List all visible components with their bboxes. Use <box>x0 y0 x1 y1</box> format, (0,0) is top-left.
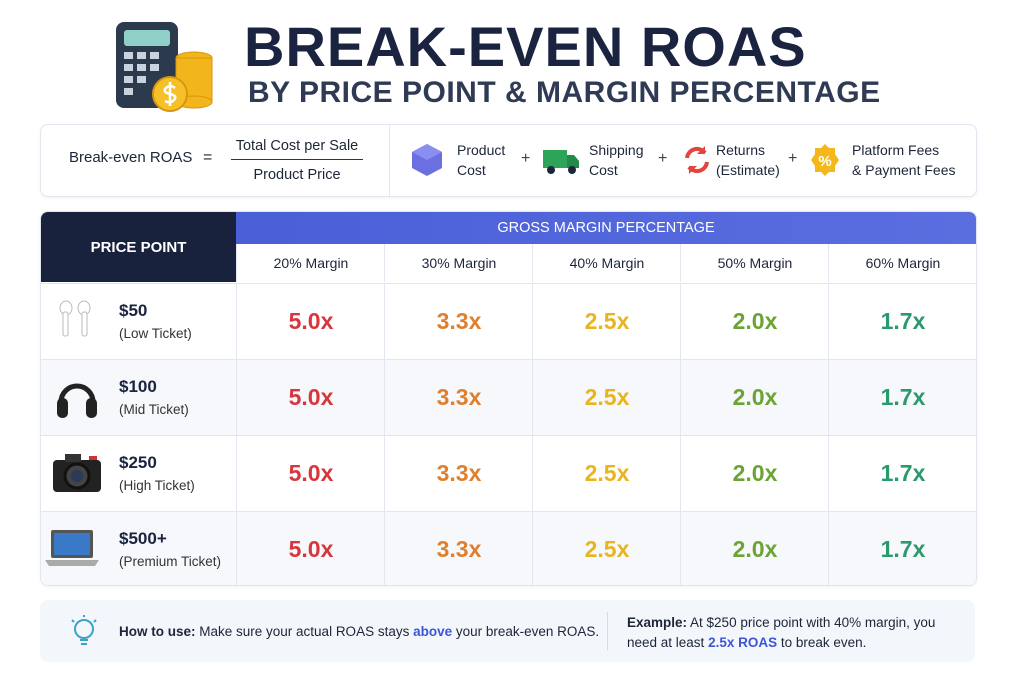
row-background <box>41 511 976 585</box>
roas-value: 1.7x <box>828 359 976 435</box>
component-line: & Payment Fees <box>852 162 956 178</box>
example-text: to break even. <box>777 635 867 650</box>
roas-value: 2.5x <box>532 511 681 585</box>
operator: + <box>521 150 531 167</box>
price: $100 <box>119 377 157 396</box>
denominator: Product Price <box>253 167 341 183</box>
formula-label: Break-even ROAS <box>69 149 193 166</box>
example-text: At $250 price point with 40% margin, you… <box>627 615 936 650</box>
roas-value: 5.0x <box>236 511 385 585</box>
row-background <box>41 435 976 511</box>
operator: + <box>788 150 798 167</box>
price: $250 <box>119 453 157 472</box>
table: PRICE POINT GROSS MARGIN PERCENTAGE 20% … <box>40 211 977 586</box>
row-background <box>41 359 976 435</box>
divider <box>389 125 390 196</box>
product-icon <box>43 526 101 575</box>
product-icon <box>55 374 99 425</box>
component-line: Cost <box>457 162 486 178</box>
component-label: Shipping Cost <box>589 140 644 180</box>
how-to-text: Make sure your actual ROAS stays <box>195 624 414 639</box>
column-header: 60% Margin <box>828 244 976 282</box>
roas-value: 2.0x <box>680 435 829 511</box>
roas-value: 5.0x <box>236 283 385 359</box>
component-label: Product Cost <box>457 140 505 180</box>
divider <box>607 612 608 650</box>
how-to-highlight: above <box>413 624 453 639</box>
component-line: Shipping <box>589 142 644 158</box>
roas-value: 3.3x <box>384 435 533 511</box>
roas-value: 1.7x <box>828 511 976 585</box>
bulb-icon <box>71 615 97 645</box>
component-icon <box>409 142 445 183</box>
column-header: 20% Margin <box>236 244 385 282</box>
roas-value: 3.3x <box>384 283 533 359</box>
component-icon <box>679 142 715 183</box>
equals: = <box>203 149 213 166</box>
column-header: 50% Margin <box>680 244 829 282</box>
roas-value: 5.0x <box>236 435 385 511</box>
subtitle: BY PRICE POINT & MARGIN PERCENTAGE <box>248 76 881 109</box>
component-line: Returns <box>716 142 766 158</box>
product-icon <box>53 298 97 347</box>
product-icon <box>51 450 103 499</box>
component-line: Cost <box>589 162 618 178</box>
corner-header: PRICE POINT <box>41 212 236 282</box>
example: Example: At $250 price point with 40% ma… <box>627 613 947 653</box>
tier: (Premium Ticket) <box>119 554 222 569</box>
calculator-icon <box>116 22 213 112</box>
column-header: 40% Margin <box>532 244 681 282</box>
group-header: GROSS MARGIN PERCENTAGE <box>236 212 976 244</box>
roas-value: 3.3x <box>384 359 533 435</box>
how-to-text: your break-even ROAS. <box>452 624 600 639</box>
tier: (High Ticket) <box>119 478 195 493</box>
example-highlight: 2.5x ROAS <box>708 635 778 650</box>
roas-value: 2.5x <box>532 359 681 435</box>
roas-value: 2.0x <box>680 511 829 585</box>
roas-value: 3.3x <box>384 511 533 585</box>
tier: (Mid Ticket) <box>119 402 189 417</box>
roas-value: 2.5x <box>532 283 681 359</box>
component-line: Product <box>457 142 506 158</box>
price: $500+ <box>119 529 167 548</box>
component-line: (Estimate) <box>716 162 780 178</box>
svg-text:%: % <box>818 153 831 170</box>
roas-value: 5.0x <box>236 359 385 435</box>
how-to-lead: How to use: <box>119 624 196 639</box>
title: BREAK-EVEN ROAS <box>244 15 807 78</box>
how-to: How to use: Make sure your actual ROAS s… <box>119 624 599 639</box>
roas-value: 1.7x <box>828 283 976 359</box>
roas-value: 2.0x <box>680 359 829 435</box>
component-icon <box>541 142 581 183</box>
component-line: Platform Fees <box>852 142 940 158</box>
roas-value: 2.0x <box>680 283 829 359</box>
formula-box: Break-even ROAS = Total Cost per Sale Pr… <box>40 124 977 197</box>
tier: (Low Ticket) <box>119 326 192 341</box>
component-icon: % <box>807 142 843 183</box>
roas-value: 2.5x <box>532 435 681 511</box>
numerator: Total Cost per Sale <box>231 138 363 160</box>
roas-value: 1.7x <box>828 435 976 511</box>
footer: How to use: Make sure your actual ROAS s… <box>40 600 975 662</box>
column-header: 30% Margin <box>384 244 533 282</box>
example-lead: Example: <box>627 615 688 630</box>
price: $50 <box>119 301 148 320</box>
operator: + <box>658 150 668 167</box>
component-label: Platform Fees & Payment Fees <box>852 140 956 180</box>
component-label: Returns (Estimate) <box>716 140 780 180</box>
row-background <box>41 283 976 359</box>
